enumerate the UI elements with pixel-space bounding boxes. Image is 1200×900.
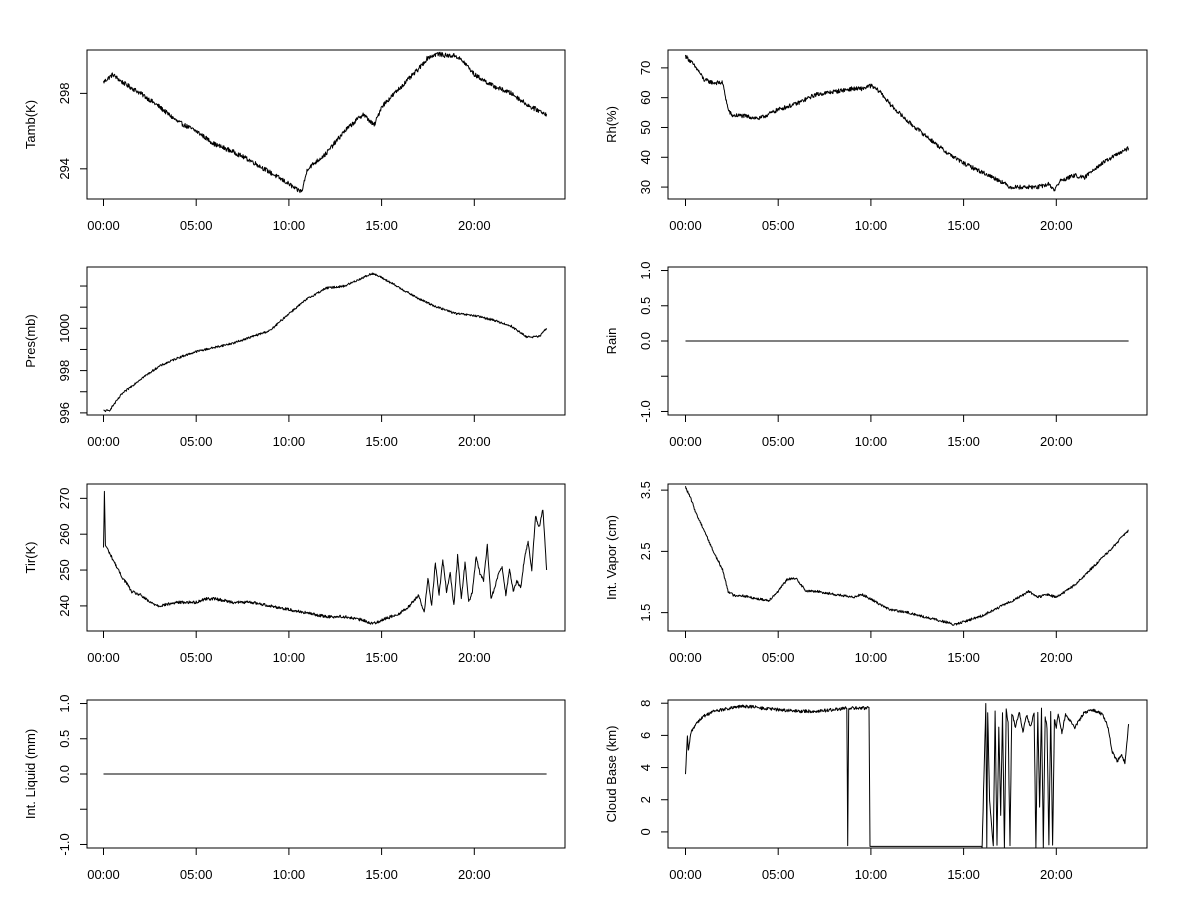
y-tick-label: -1.0: [57, 833, 72, 855]
y-tick-label: 0.5: [638, 297, 653, 315]
panel-pres: 00:00 05:00 10:00 15:00 20:00 996 998 1000 Pres(…: [23, 266, 566, 449]
y-tick-label: 60: [638, 90, 653, 104]
series-line-tamb: [103, 51, 548, 194]
y-axis-label: Rh(%): [604, 106, 619, 143]
panel-cloudbase: 00:00 05:00 10:00 15:00 20:00 0 2 4 6 8 Cloud Base…: [604, 699, 1148, 882]
panel-liquid: 00:00 05:00 10:00 15:00 20:00 -1.0 0.0 0.5 1.0 In…: [23, 694, 566, 882]
x-tick-label: 15:00: [947, 434, 980, 449]
x-tick-label: 15:00: [947, 218, 980, 233]
x-tick-label: 15:00: [365, 867, 398, 882]
y-tick-label: 8: [638, 700, 653, 707]
x-tick-label: 00:00: [669, 867, 702, 882]
y-tick-label: 3.5: [638, 481, 653, 499]
x-tick-label: 15:00: [947, 867, 980, 882]
plot-frame-tamb: [86, 49, 566, 200]
x-tick-label: 10:00: [273, 218, 306, 233]
y-tick-label: 70: [638, 61, 653, 75]
x-tick-label: 15:00: [365, 650, 398, 665]
x-tick-label: 10:00: [855, 218, 888, 233]
x-tick-label: 05:00: [180, 218, 213, 233]
x-tick-label: 00:00: [669, 218, 702, 233]
plot-frame-rh: [667, 49, 1148, 200]
x-tick-label: 05:00: [762, 218, 795, 233]
x-tick-label: 00:00: [669, 434, 702, 449]
x-tick-label: 05:00: [762, 867, 795, 882]
y-tick-label: 50: [638, 120, 653, 134]
plot-frame-cloudbase: [667, 699, 1148, 849]
x-tick-label: 20:00: [1040, 650, 1073, 665]
y-tick-label: 1.0: [57, 694, 72, 712]
x-tick-label: 00:00: [87, 434, 120, 449]
x-tick-label: 20:00: [458, 650, 491, 665]
x-tick-label: 20:00: [458, 218, 491, 233]
y-tick-label: 298: [57, 83, 72, 105]
y-tick-label: 1.5: [638, 604, 653, 622]
series-line-pres: [103, 272, 548, 413]
plot-frame-vapor: [667, 483, 1148, 632]
series-line-cloudbase: [685, 703, 1130, 849]
y-tick-label: 0.0: [57, 765, 72, 783]
x-tick-label: 20:00: [1040, 867, 1073, 882]
y-axis-label: Rain: [604, 328, 619, 355]
series-line-vapor: [685, 486, 1129, 626]
y-tick-label: 40: [638, 150, 653, 164]
y-axis-label: Int. Vapor (cm): [604, 515, 619, 600]
y-tick-label: 4: [638, 764, 653, 771]
y-tick-label: 996: [57, 402, 72, 424]
x-tick-label: 10:00: [855, 650, 888, 665]
x-tick-label: 00:00: [669, 650, 702, 665]
x-tick-label: 20:00: [1040, 218, 1073, 233]
y-axis-label: Int. Liquid (mm): [23, 729, 38, 819]
plot-frame-pres: [86, 266, 566, 416]
x-tick-label: 00:00: [87, 650, 120, 665]
panel-tir: 00:00 05:00 10:00 15:00 20:00 240 250 260 270 Tir…: [23, 483, 566, 665]
y-tick-label: 0: [638, 828, 653, 835]
y-axis-label: Cloud Base (km): [604, 726, 619, 823]
y-tick-label: 998: [57, 360, 72, 382]
series-line-tir: [103, 490, 548, 625]
y-tick-label: 6: [638, 732, 653, 739]
panel-tamb: 00:00 05:00 10:00 15:00 20:00 294 298 Tamb(K): [23, 49, 566, 233]
panel-rh: 00:00 05:00 10:00 15:00 20:00 30 40 50 60 70 Rh(%): [604, 49, 1148, 233]
y-tick-label: 294: [57, 158, 72, 180]
x-tick-label: 15:00: [365, 218, 398, 233]
x-tick-label: 10:00: [273, 650, 306, 665]
panel-rain: 00:00 05:00 10:00 15:00 20:00 -1.0 0.0 0.5 1.0 Ra…: [604, 261, 1148, 449]
y-tick-label: -1.0: [638, 400, 653, 422]
x-tick-label: 10:00: [273, 434, 306, 449]
x-tick-label: 05:00: [180, 434, 213, 449]
x-tick-label: 05:00: [180, 867, 213, 882]
x-tick-label: 20:00: [1040, 434, 1073, 449]
y-tick-label: 2: [638, 796, 653, 803]
series-line-rh: [685, 54, 1130, 192]
x-tick-label: 10:00: [273, 867, 306, 882]
plot-frame-tir: [86, 483, 566, 632]
y-tick-label: 240: [57, 595, 72, 617]
x-tick-label: 10:00: [855, 434, 888, 449]
x-tick-label: 20:00: [458, 867, 491, 882]
x-tick-label: 15:00: [365, 434, 398, 449]
x-tick-label: 05:00: [180, 650, 213, 665]
x-tick-label: 05:00: [762, 434, 795, 449]
x-tick-label: 00:00: [87, 867, 120, 882]
y-tick-label: 1000: [57, 314, 72, 343]
y-tick-label: 2.5: [638, 542, 653, 560]
y-axis-label: Tir(K): [23, 541, 38, 573]
y-tick-label: 1.0: [638, 261, 653, 279]
y-tick-label: 0.5: [57, 730, 72, 748]
y-tick-label: 260: [57, 523, 72, 545]
panel-vapor: 00:00 05:00 10:00 15:00 20:00 1.5 2.5 3.5 Int. V…: [604, 481, 1148, 665]
x-tick-label: 05:00: [762, 650, 795, 665]
y-axis-label: Tamb(K): [23, 100, 38, 149]
x-tick-label: 15:00: [947, 650, 980, 665]
y-tick-label: 0.0: [638, 332, 653, 350]
y-axis-label: Pres(mb): [23, 314, 38, 367]
y-tick-label: 30: [638, 180, 653, 194]
x-tick-label: 00:00: [87, 218, 120, 233]
x-tick-label: 10:00: [855, 867, 888, 882]
x-tick-label: 20:00: [458, 434, 491, 449]
y-tick-label: 270: [57, 487, 72, 509]
y-tick-label: 250: [57, 559, 72, 581]
